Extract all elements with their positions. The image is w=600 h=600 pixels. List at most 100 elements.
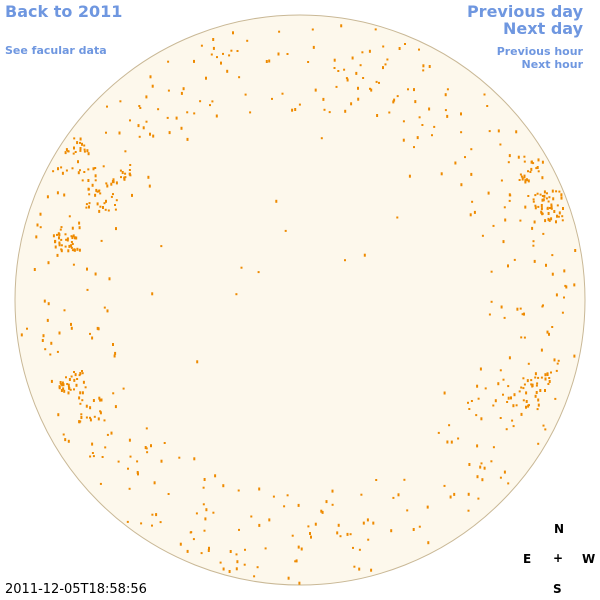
facula (544, 377, 547, 381)
facula (422, 64, 425, 68)
facula (375, 479, 378, 481)
facula (511, 419, 514, 422)
facula (60, 249, 63, 253)
facula (60, 226, 63, 229)
facula (492, 446, 495, 449)
facula (33, 268, 36, 271)
facula (446, 88, 449, 91)
facula (114, 204, 116, 206)
facula (479, 367, 482, 371)
facula (268, 59, 271, 63)
facula (246, 39, 249, 42)
facula (70, 246, 73, 249)
facula (366, 518, 369, 522)
facula (555, 369, 558, 372)
facula (403, 478, 406, 481)
facula (563, 269, 566, 273)
facula (78, 374, 81, 377)
facula (60, 389, 63, 392)
facula (551, 254, 554, 257)
facula (68, 215, 71, 218)
previous-day-link[interactable]: Previous day (466, 2, 583, 21)
facula (79, 420, 82, 423)
facula (47, 302, 50, 306)
facula (542, 198, 545, 202)
facula (294, 560, 297, 563)
facula (431, 134, 433, 137)
facula (67, 391, 70, 395)
facula (78, 221, 81, 225)
facula (74, 151, 77, 153)
facula (89, 416, 91, 419)
facula (60, 248, 63, 251)
facula (346, 78, 349, 82)
facula (91, 183, 94, 187)
facula (508, 199, 511, 202)
facula (532, 200, 535, 203)
facula (142, 126, 145, 130)
facula (497, 382, 500, 386)
facula (237, 489, 240, 492)
facula (502, 240, 505, 244)
facula (548, 196, 551, 199)
facula (163, 442, 166, 444)
back-link[interactable]: Back to 2011 (5, 2, 123, 21)
facula (362, 521, 365, 525)
facula (344, 109, 347, 113)
next-hour-link[interactable]: Next hour (521, 58, 584, 71)
facula (533, 220, 536, 224)
facula (544, 219, 547, 223)
facula (333, 67, 336, 69)
facula (484, 387, 487, 390)
facula (284, 229, 287, 232)
facula (444, 93, 447, 97)
facula (151, 292, 154, 296)
facula (244, 93, 247, 96)
facula (476, 384, 479, 388)
facula (42, 334, 45, 338)
facula (483, 93, 486, 96)
facula (209, 104, 211, 107)
facula (555, 220, 557, 224)
facula (64, 233, 67, 236)
facula (361, 51, 364, 54)
facula (167, 89, 170, 92)
facula (499, 476, 502, 479)
facula (212, 511, 215, 514)
facula (56, 191, 59, 195)
facula (525, 405, 527, 409)
facula (523, 312, 525, 316)
facula (73, 248, 76, 252)
facula (298, 581, 301, 585)
facula (468, 463, 471, 466)
facula (507, 385, 510, 388)
facula (85, 404, 88, 408)
facula (556, 362, 559, 365)
facula (236, 560, 239, 564)
facula (550, 217, 553, 221)
facula (94, 179, 97, 182)
facula (469, 213, 472, 217)
facular-data-link[interactable]: See facular data (5, 44, 107, 57)
facula (89, 406, 92, 410)
facula (508, 154, 511, 158)
facula (527, 195, 530, 197)
facula (89, 455, 92, 458)
facula (406, 509, 409, 512)
facula (544, 428, 547, 431)
facula (467, 509, 470, 512)
facula (548, 380, 551, 383)
facula (80, 416, 83, 419)
facula (235, 553, 238, 556)
facula (159, 521, 162, 524)
facula (314, 88, 317, 92)
facula (58, 236, 60, 240)
previous-hour-link[interactable]: Previous hour (496, 45, 583, 58)
facula (88, 193, 91, 196)
facula (81, 372, 84, 375)
next-day-link[interactable]: Next day (503, 19, 583, 38)
facula (539, 193, 542, 196)
facula (543, 190, 546, 194)
facula (146, 451, 149, 454)
